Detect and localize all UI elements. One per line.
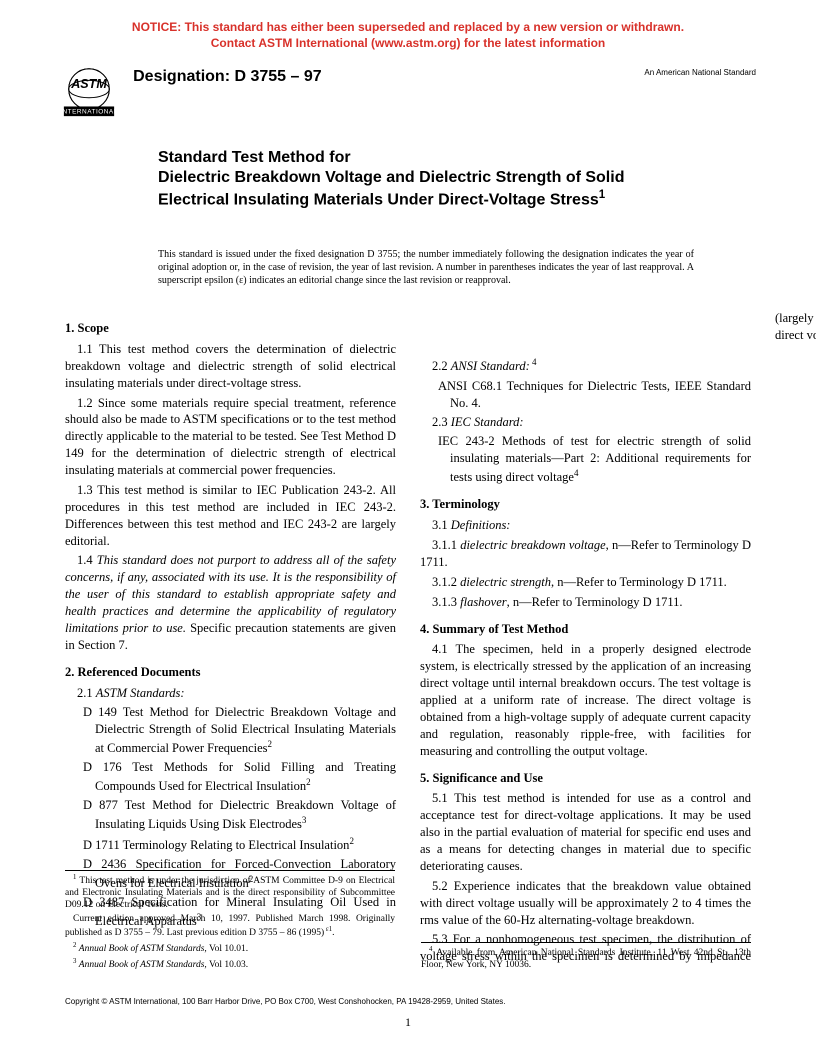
title-line1: Standard Test Method for (158, 149, 351, 166)
sig-5-2: 5.2 Experience indicates that the breakd… (420, 878, 751, 929)
issuance-note: This standard is issued under the fixed … (158, 248, 694, 287)
summary-head: 4. Summary of Test Method (420, 621, 751, 638)
title-line2: Dielectric Breakdown Voltage and Dielect… (158, 169, 624, 208)
page-number: 1 (0, 1015, 816, 1030)
svg-text:INTERNATIONAL: INTERNATIONAL (60, 109, 118, 116)
footnote-1b: Current edition approved March 10, 1997.… (65, 914, 395, 940)
title-sup: 1 (599, 189, 605, 201)
ref-d1711: D 1711 Terminology Relating to Electrica… (77, 835, 396, 854)
astm-standards-sub: 2.1 ASTM Standards: (65, 685, 396, 702)
copyright: Copyright © ASTM International, 100 Barr… (65, 997, 751, 1006)
ansi-standards-sub: 2.2 ANSI Standard: 4 (420, 356, 751, 375)
notice-line2: Contact ASTM International (www.astm.org… (211, 36, 605, 50)
iec-standards-sub: 2.3 IEC Standard: (420, 414, 751, 431)
notice-line1: NOTICE: This standard has either been su… (132, 20, 684, 34)
terminology-head: 3. Terminology (420, 496, 751, 513)
designation: Designation: D 3755 – 97 (133, 68, 322, 86)
def-flashover: 3.1.3 flashover, n—Refer to Terminology … (420, 594, 751, 611)
ref-d149: D 149 Test Method for Dielectric Breakdo… (77, 704, 396, 757)
footnote-1: 1 This test method is under the jurisdic… (65, 874, 395, 912)
def-breakdown-voltage: 3.1.1 dielectric breakdown voltage, n—Re… (420, 537, 751, 571)
footnote-3: 3 Annual Book of ASTM Standards, Vol 10.… (65, 958, 395, 972)
footnotes-right: 4 Available from American National Stand… (421, 942, 751, 974)
scope-1-1: 1.1 This test method covers the determin… (65, 341, 396, 392)
svg-text:ASTM: ASTM (70, 77, 107, 91)
scope-1-2: 1.2 Since some materials require special… (65, 395, 396, 479)
header-row: ASTM INTERNATIONAL Designation: D 3755 –… (60, 62, 756, 132)
footnote-4: 4 Available from American National Stand… (421, 946, 751, 972)
ans-label: An American National Standard (644, 68, 756, 77)
astm-logo: ASTM INTERNATIONAL (60, 62, 118, 120)
ref-ansi-c68: ANSI C68.1 Techniques for Dielectric Tes… (432, 378, 751, 412)
def-dielectric-strength: 3.1.2 dielectric strength, n—Refer to Te… (420, 574, 751, 591)
scope-1-3: 1.3 This test method is similar to IEC P… (65, 482, 396, 550)
ref-d877: D 877 Test Method for Dielectric Breakdo… (77, 797, 396, 833)
refdocs-head: 2. Referenced Documents (65, 664, 396, 681)
ref-d176: D 176 Test Methods for Solid Filling and… (77, 759, 396, 795)
footnotes-left: 1 This test method is under the jurisdic… (65, 870, 395, 974)
footnote-2: 2 Annual Book of ASTM Standards, Vol 10.… (65, 942, 395, 956)
supersession-notice: NOTICE: This standard has either been su… (0, 20, 816, 51)
sig-5-1: 5.1 This test method is intended for use… (420, 790, 751, 874)
title-block: Standard Test Method for Dielectric Brea… (158, 148, 698, 210)
summary-4-1: 4.1 The specimen, held in a properly des… (420, 641, 751, 759)
scope-head: 1. Scope (65, 320, 396, 337)
ref-iec-243-2: IEC 243-2 Methods of test for electric s… (432, 433, 751, 486)
significance-head: 5. Significance and Use (420, 770, 751, 787)
scope-1-4: 1.4 This standard does not purport to ad… (65, 552, 396, 653)
definitions-sub: 3.1 Definitions: (420, 517, 751, 534)
